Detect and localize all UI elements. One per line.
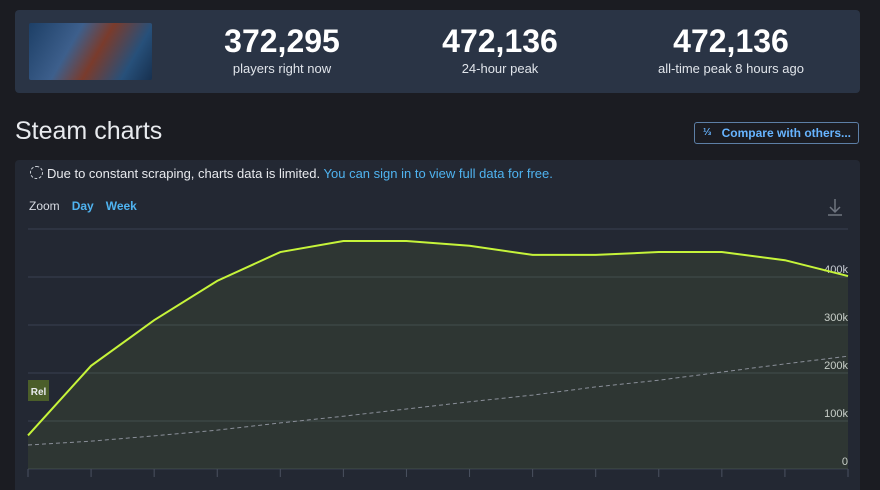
stat-value: 472,136 [673,23,789,59]
stat: 472,136 24-hour peak [400,24,600,76]
y-tick-label: 0 [842,456,848,468]
release-label: Rel [31,387,47,398]
page: {"header": {"stats": [ {"value": "372,29… [15,10,860,490]
stat-value: 472,136 [442,23,558,59]
y-tick-label: 100k [824,408,848,420]
line [27,240,849,437]
zoom-label: Zoom [29,199,60,213]
stat: 372,295 players right now [182,24,382,76]
stat-label: players right now [232,61,332,76]
release-marker [28,380,49,401]
icon [30,166,43,179]
area [28,241,848,469]
download-icon[interactable] [828,199,842,216]
compare-button[interactable]: ⅓ Compare with others... [694,122,859,144]
section-title: Steam charts [15,117,163,145]
y-tick-label: 300k [824,312,848,324]
y-tick-label: 200k [824,360,848,372]
line [27,355,849,446]
stat: 472,136 all-time peak 8 hours ago [631,24,831,76]
icon-stroke [829,206,841,214]
stat-value: 372,295 [224,23,340,59]
game-image[interactable] [29,23,152,80]
stat-label: 24-hour peak [461,61,539,76]
zoom-option[interactable]: Week [105,199,137,213]
y-tick-label: 400k [824,264,848,276]
notice: Due to constant scraping, charts data is… [30,166,553,181]
zoom-bar: Zoom Day Week [29,199,137,213]
stats-card: 372,295 players right now 472,136 24-hou… [15,10,860,93]
notice-text: Due to constant scraping, charts data is… [47,166,321,181]
icon: ⅓ [703,127,712,138]
zoom-option[interactable]: Day [71,199,94,213]
sign-in-link[interactable]: You can sign in to view full data for fr… [323,166,553,181]
button-text: Compare with others... [721,126,851,140]
chart: 0 100k 200k 300k 400k Rel [27,199,849,477]
stat-label: all-time peak 8 hours ago [658,61,804,76]
